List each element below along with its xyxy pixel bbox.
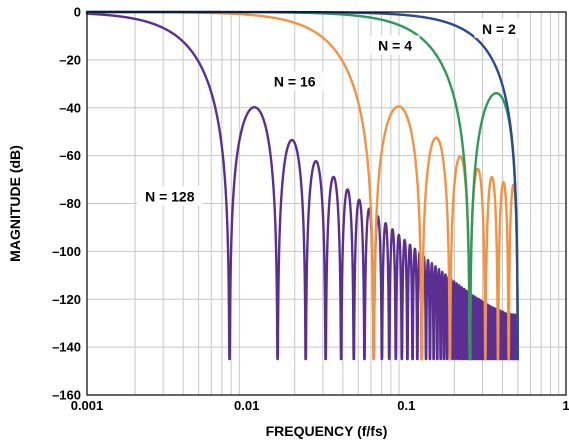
series-annotation: N = 4 <box>378 38 412 54</box>
x-axis-title: FREQUENCY (f/fs) <box>266 423 388 439</box>
series-annotation: N = 2 <box>482 21 516 37</box>
y-tick-label: –20 <box>59 52 81 67</box>
y-tick-label: –40 <box>59 100 81 115</box>
x-tick-label: 0.01 <box>234 398 259 413</box>
annotations: N = 2 N = 4 N = 16 N = 128 <box>137 18 524 206</box>
y-tick-label: –160 <box>52 388 81 403</box>
plot-frame <box>86 11 567 396</box>
x-tick-label: 1 <box>562 398 569 413</box>
annotation-background <box>474 18 524 38</box>
y-tick-label: –140 <box>52 340 81 355</box>
y-tick-label: 0 <box>74 5 81 20</box>
y-axis-title: MAGNITUDE (dB) <box>7 145 23 262</box>
y-tick-label: –80 <box>59 196 81 211</box>
annotation-background <box>370 35 420 55</box>
tick-labels: 0.001 0.01 0.1 1 0 –20 –40 –60 –80 –100 –120 –140 –1… <box>52 5 569 414</box>
series-annotation: N = 16 <box>274 73 316 89</box>
x-tick-label: 0.001 <box>71 398 104 413</box>
y-tick-label: –100 <box>52 244 81 259</box>
series-line-n128 <box>85 12 520 361</box>
annotation-background <box>266 71 324 91</box>
y-tick-label: –120 <box>52 292 81 307</box>
series-annotation: N = 128 <box>145 188 195 204</box>
series-layer <box>85 10 520 361</box>
x-tick-label: 0.1 <box>397 398 415 413</box>
annotation-background <box>137 186 203 206</box>
y-tick-label: –60 <box>59 148 81 163</box>
